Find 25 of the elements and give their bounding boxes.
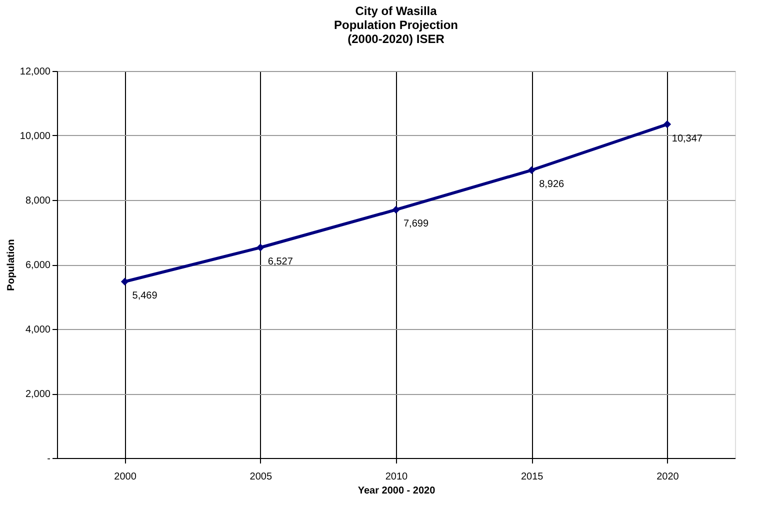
data-label: 5,469 bbox=[132, 290, 158, 302]
point bbox=[120, 278, 129, 286]
point bbox=[663, 120, 672, 128]
chart-title: City of Wasilla Population Projection (2000-2020) ISER bbox=[334, 4, 458, 46]
y-tick-label: 10,000 bbox=[20, 131, 51, 142]
x-tick-label: 2015 bbox=[520, 472, 544, 482]
y-axis-title: Population bbox=[6, 239, 17, 291]
y-tick-label: 8,000 bbox=[25, 196, 51, 206]
data-label: 10,347 bbox=[672, 133, 703, 144]
y-tick-label: 6,000 bbox=[25, 260, 51, 271]
x-tick-label: 2020 bbox=[656, 472, 680, 482]
x-axis-title: Year 2000 - 2020 bbox=[358, 486, 436, 496]
x-tick-label: 2000 bbox=[114, 472, 137, 482]
y-tick-label: - bbox=[47, 454, 50, 464]
data-label: 8,926 bbox=[539, 179, 565, 190]
x-tick-label: 2010 bbox=[385, 472, 408, 482]
point bbox=[256, 244, 264, 252]
point bbox=[392, 206, 400, 214]
point bbox=[528, 166, 536, 174]
data-label: 6,527 bbox=[268, 256, 294, 268]
y-tick-label: 12,000 bbox=[20, 66, 51, 78]
y-tick-label: 4,000 bbox=[25, 324, 51, 336]
x-tick-label: 2005 bbox=[250, 472, 272, 482]
data-label: 7,699 bbox=[403, 218, 429, 230]
y-tick-label: 2,000 bbox=[25, 389, 51, 400]
